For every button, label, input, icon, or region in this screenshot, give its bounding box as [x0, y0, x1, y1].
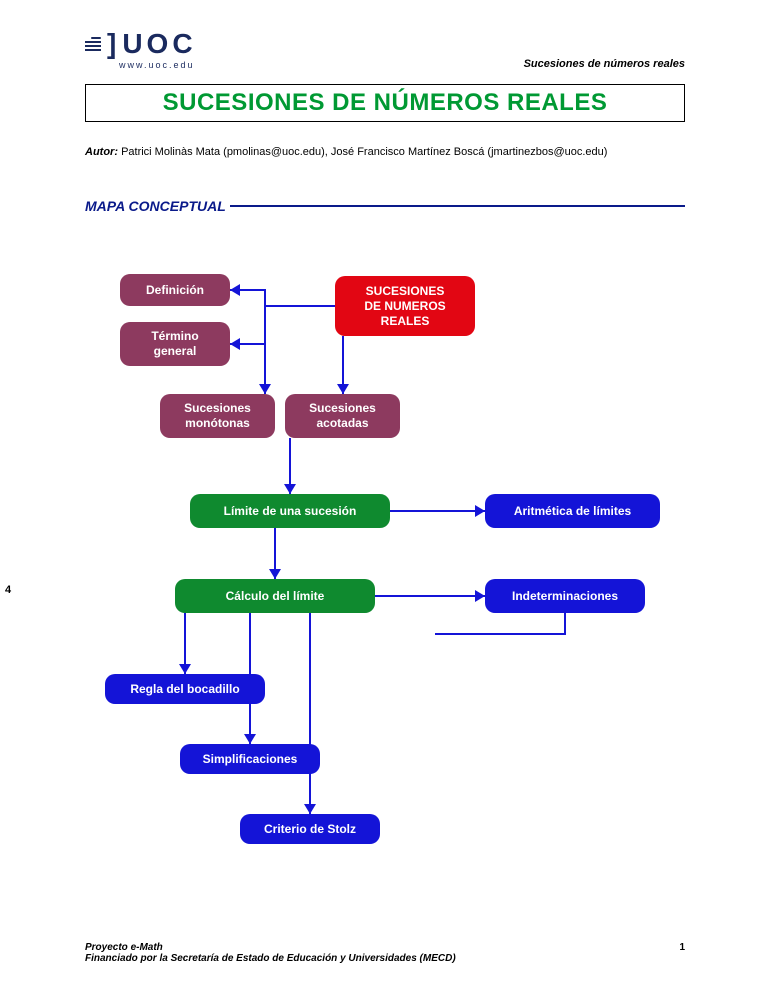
node-monotonas: Sucesionesmonótonas: [160, 394, 275, 438]
footer: Proyecto e-Math Financiado por la Secret…: [85, 942, 685, 964]
logo-url: www.uoc.edu: [119, 60, 197, 70]
node-indet: Indeterminaciones: [485, 579, 645, 613]
footer-line2: Financiado por la Secretaría de Estado d…: [85, 953, 456, 964]
node-limite: Límite de una sucesión: [190, 494, 390, 528]
node-stolz: Criterio de Stolz: [240, 814, 380, 844]
author-block: Autor: Patrici Molinàs Mata (pmolinas@uo…: [85, 140, 685, 164]
node-aritmetica: Aritmética de límites: [485, 494, 660, 528]
page-title: SUCESIONES DE NÚMEROS REALES: [86, 89, 684, 117]
node-root: SUCESIONESDE NUMEROSREALES: [335, 276, 475, 336]
side-number: 4: [5, 584, 11, 596]
logo-bars-icon: [85, 37, 101, 51]
header-row: ] UOC www.uoc.edu Sucesiones de números …: [85, 30, 685, 70]
header-subtitle: Sucesiones de números reales: [524, 58, 685, 70]
node-termino: Términogeneral: [120, 322, 230, 366]
node-bocadillo: Regla del bocadillo: [105, 674, 265, 704]
page-number: 1: [679, 942, 685, 964]
node-simpl: Simplificaciones: [180, 744, 320, 774]
node-definicion: Definición: [120, 274, 230, 306]
footer-line1: Proyecto e-Math: [85, 942, 456, 953]
author-line: Patrici Molinàs Mata (pmolinas@uoc.edu),…: [121, 146, 607, 158]
author-label: Autor:: [85, 146, 118, 158]
section-heading: MAPA CONCEPTUAL: [85, 198, 685, 214]
node-calculo: Cálculo del límite: [175, 579, 375, 613]
logo-bracket-icon: ]: [107, 30, 116, 58]
logo-text: UOC: [122, 30, 196, 58]
footer-text: Proyecto e-Math Financiado por la Secret…: [85, 942, 456, 964]
node-acotadas: Sucesionesacotadas: [285, 394, 400, 438]
logo: ] UOC www.uoc.edu: [85, 30, 197, 70]
section-heading-text: MAPA CONCEPTUAL: [85, 198, 226, 214]
title-box: SUCESIONES DE NÚMEROS REALES: [85, 84, 685, 122]
concept-map: 4 DefiniciónTérminogeneralSUCESIONESDE N…: [85, 254, 685, 874]
section-heading-line: [230, 205, 685, 207]
